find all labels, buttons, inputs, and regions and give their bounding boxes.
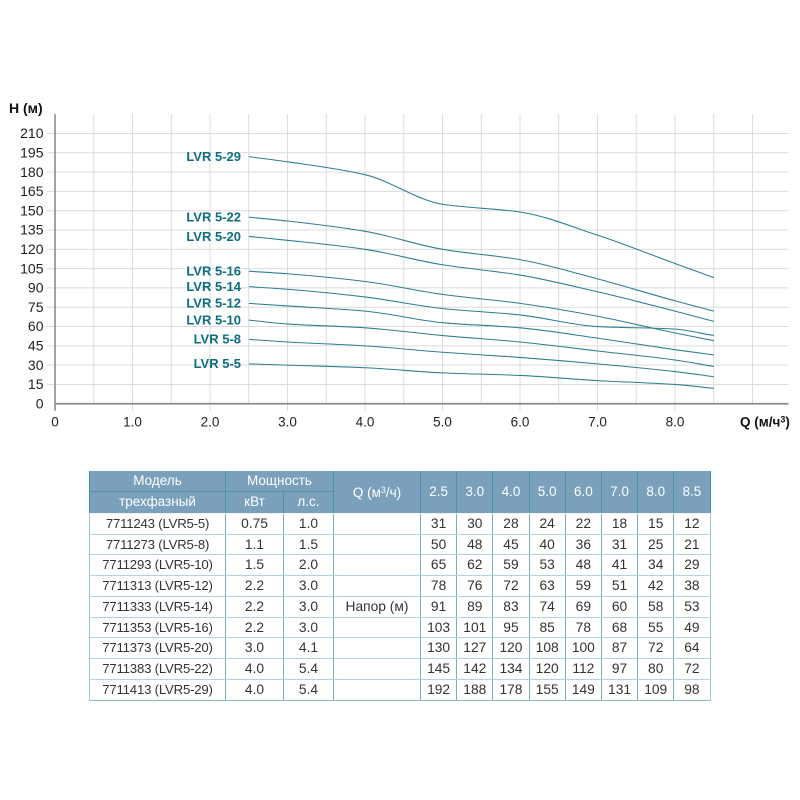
svg-text:15: 15 <box>28 376 44 392</box>
svg-text:195: 195 <box>20 145 44 161</box>
svg-text:5.0: 5.0 <box>433 415 452 430</box>
svg-text:2.0: 2.0 <box>201 415 220 430</box>
svg-text:Q (м/ч3): Q (м/ч3) <box>740 415 790 430</box>
svg-text:165: 165 <box>20 183 44 199</box>
svg-text:LVR 5-20: LVR 5-20 <box>186 229 241 244</box>
svg-text:LVR 5-8: LVR 5-8 <box>194 332 241 347</box>
svg-text:LVR 5-5: LVR 5-5 <box>194 356 241 371</box>
svg-text:60: 60 <box>28 318 44 334</box>
svg-text:LVR 5-22: LVR 5-22 <box>186 209 241 224</box>
svg-text:1.0: 1.0 <box>123 415 142 430</box>
svg-text:LVR 5-14: LVR 5-14 <box>186 279 241 294</box>
svg-text:0: 0 <box>36 395 44 411</box>
svg-text:150: 150 <box>20 202 44 218</box>
svg-text:LVR 5-29: LVR 5-29 <box>186 149 241 164</box>
svg-text:0: 0 <box>51 415 59 430</box>
svg-text:LVR 5-12: LVR 5-12 <box>186 296 241 311</box>
svg-text:4.0: 4.0 <box>356 415 375 430</box>
svg-text:90: 90 <box>28 280 44 296</box>
svg-text:6.0: 6.0 <box>511 415 530 430</box>
svg-text:3.0: 3.0 <box>278 415 297 430</box>
svg-text:LVR 5-16: LVR 5-16 <box>186 264 241 279</box>
svg-text:H (м): H (м) <box>9 100 43 116</box>
svg-text:210: 210 <box>20 125 44 141</box>
svg-text:7.0: 7.0 <box>588 415 607 430</box>
svg-text:75: 75 <box>28 299 44 315</box>
svg-text:30: 30 <box>28 357 44 373</box>
svg-text:180: 180 <box>20 164 44 180</box>
svg-text:135: 135 <box>20 222 44 238</box>
svg-text:8.0: 8.0 <box>666 415 685 430</box>
svg-text:LVR 5-10: LVR 5-10 <box>186 312 241 327</box>
svg-text:105: 105 <box>20 260 44 276</box>
svg-text:45: 45 <box>28 338 44 354</box>
svg-text:120: 120 <box>20 241 44 257</box>
